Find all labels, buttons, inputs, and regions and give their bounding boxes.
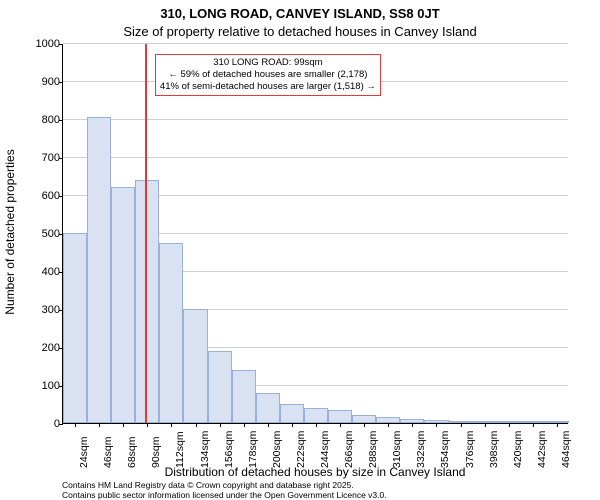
x-tick-label: 134sqm [199,431,211,468]
x-tick-mark [364,423,365,427]
bar [328,410,352,423]
bar [87,117,111,423]
attribution-line-2: Contains public sector information licen… [62,490,387,500]
x-tick-mark [461,423,462,427]
x-tick-mark [557,423,558,427]
x-tick-mark [147,423,148,427]
bar [352,415,376,423]
annotation-line-3: 41% of semi-detached houses are larger (… [160,81,376,93]
x-tick-label: 310sqm [391,431,403,468]
x-tick-label: 442sqm [536,431,548,468]
y-tick-label: 600 [32,190,60,202]
bar [280,404,304,423]
attribution-text: Contains HM Land Registry data © Crown c… [62,480,387,500]
bar [183,309,207,423]
y-tick-label: 900 [32,76,60,88]
x-tick-mark [436,423,437,427]
x-tick-label: 244sqm [319,431,331,468]
y-tick-label: 700 [32,152,60,164]
chart-figure: 310, LONG ROAD, CANVEY ISLAND, SS8 0JT S… [0,0,600,500]
x-tick-mark [388,423,389,427]
title-main: 310, LONG ROAD, CANVEY ISLAND, SS8 0JT [0,6,600,21]
bar [63,233,87,423]
annotation-box: 310 LONG ROAD: 99sqm ← 59% of detached h… [155,54,381,96]
x-tick-label: 266sqm [343,431,355,468]
title-sub: Size of property relative to detached ho… [0,24,600,39]
x-tick-mark [533,423,534,427]
y-tick-label: 800 [32,114,60,126]
x-tick-label: 464sqm [560,431,572,468]
x-tick-mark [171,423,172,427]
y-tick-label: 500 [32,228,60,240]
x-tick-label: 68sqm [126,436,138,468]
x-tick-mark [99,423,100,427]
y-tick-label: 0 [32,418,60,430]
x-tick-mark [485,423,486,427]
y-tick-label: 200 [32,342,60,354]
x-tick-mark [509,423,510,427]
x-tick-label: 376sqm [464,431,476,468]
plot-area: 310 LONG ROAD: 99sqm ← 59% of detached h… [62,44,568,424]
bar [135,180,159,423]
annotation-line-1: 310 LONG ROAD: 99sqm [160,57,376,69]
y-tick-label: 100 [32,380,60,392]
x-tick-label: 332sqm [415,431,427,468]
x-tick-label: 420sqm [512,431,524,468]
bar [208,351,232,423]
y-axis-label: Number of detached properties [3,149,17,314]
bar [159,243,183,424]
x-tick-mark [316,423,317,427]
x-tick-mark [123,423,124,427]
annotation-line-2: ← 59% of detached houses are smaller (2,… [160,69,376,81]
x-tick-label: 354sqm [439,431,451,468]
reference-line [145,44,147,423]
x-tick-mark [196,423,197,427]
x-tick-label: 156sqm [223,431,235,468]
y-tick-label: 400 [32,266,60,278]
bar [111,187,135,423]
x-tick-label: 398sqm [488,431,500,468]
x-tick-label: 112sqm [174,431,186,468]
bar [304,408,328,423]
x-tick-mark [75,423,76,427]
y-tick-label: 1000 [32,38,60,50]
bars-container [63,44,568,423]
x-tick-mark [268,423,269,427]
x-tick-mark [292,423,293,427]
attribution-line-1: Contains HM Land Registry data © Crown c… [62,480,387,490]
x-tick-label: 178sqm [247,431,259,468]
bar [232,370,256,423]
x-tick-label: 288sqm [367,431,379,468]
x-tick-mark [244,423,245,427]
x-tick-mark [220,423,221,427]
x-tick-label: 200sqm [271,431,283,468]
x-tick-label: 46sqm [102,436,114,468]
x-tick-label: 90sqm [150,436,162,468]
x-tick-label: 24sqm [78,436,90,468]
y-tick-label: 300 [32,304,60,316]
bar [256,393,280,423]
x-tick-mark [340,423,341,427]
x-tick-mark [412,423,413,427]
x-tick-label: 222sqm [295,431,307,468]
